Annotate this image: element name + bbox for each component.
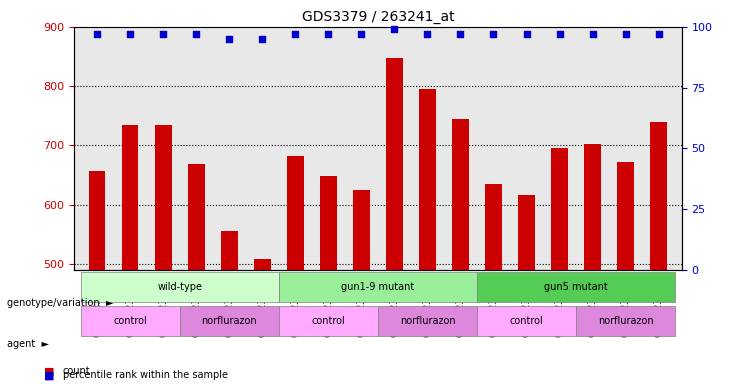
Point — [388, 26, 400, 32]
FancyBboxPatch shape — [576, 306, 675, 336]
FancyBboxPatch shape — [477, 306, 576, 336]
Text: gun1-9 mutant: gun1-9 mutant — [342, 282, 414, 292]
Bar — [89, 171, 105, 384]
Point — [322, 31, 334, 37]
Bar — [155, 125, 171, 384]
Text: genotype/variation  ►: genotype/variation ► — [7, 298, 114, 308]
Bar — [122, 125, 139, 384]
Text: ■: ■ — [44, 366, 55, 376]
Bar — [353, 190, 370, 384]
Point — [488, 31, 499, 37]
Bar — [485, 184, 502, 384]
Point — [256, 36, 268, 42]
Text: norflurazon: norflurazon — [598, 316, 654, 326]
Bar — [651, 122, 667, 384]
Point — [290, 31, 302, 37]
Point — [554, 31, 565, 37]
Text: agent  ►: agent ► — [7, 339, 50, 349]
Point — [521, 31, 533, 37]
Text: gun5 mutant: gun5 mutant — [544, 282, 608, 292]
Bar — [287, 156, 304, 384]
FancyBboxPatch shape — [477, 271, 675, 302]
Bar — [188, 164, 205, 384]
Bar — [419, 89, 436, 384]
Text: ■: ■ — [44, 370, 55, 380]
FancyBboxPatch shape — [378, 306, 477, 336]
Bar — [585, 144, 601, 384]
Text: percentile rank within the sample: percentile rank within the sample — [63, 370, 228, 380]
Point — [157, 31, 169, 37]
Title: GDS3379 / 263241_at: GDS3379 / 263241_at — [302, 10, 454, 25]
Point — [91, 31, 103, 37]
Text: control: control — [311, 316, 345, 326]
Point — [223, 36, 235, 42]
FancyBboxPatch shape — [279, 271, 477, 302]
Text: count: count — [63, 366, 90, 376]
Point — [587, 31, 599, 37]
Point — [124, 31, 136, 37]
Bar — [551, 148, 568, 384]
Text: wild-type: wild-type — [157, 282, 202, 292]
FancyBboxPatch shape — [279, 306, 378, 336]
FancyBboxPatch shape — [81, 271, 279, 302]
Bar — [452, 119, 469, 384]
FancyBboxPatch shape — [81, 306, 180, 336]
Bar — [320, 176, 336, 384]
Bar — [518, 195, 535, 384]
Text: control: control — [113, 316, 147, 326]
Point — [454, 31, 466, 37]
Bar — [221, 231, 238, 384]
Text: control: control — [510, 316, 543, 326]
Point — [190, 31, 202, 37]
Text: norflurazon: norflurazon — [399, 316, 455, 326]
Point — [422, 31, 433, 37]
FancyBboxPatch shape — [180, 306, 279, 336]
Text: norflurazon: norflurazon — [202, 316, 257, 326]
Point — [619, 31, 631, 37]
Point — [653, 31, 665, 37]
Bar — [617, 162, 634, 384]
Bar — [386, 58, 402, 384]
Bar — [254, 259, 270, 384]
Point — [356, 31, 368, 37]
